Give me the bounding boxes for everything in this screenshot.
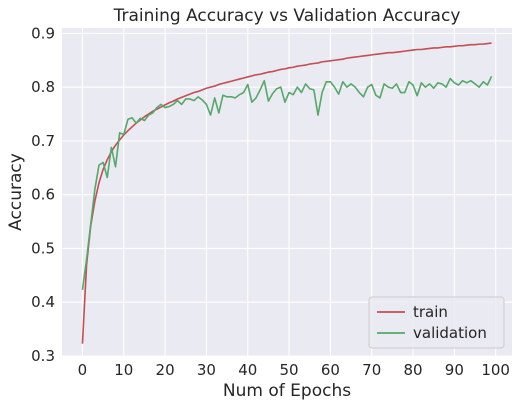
legend-label-train: train [413,303,448,321]
chart-title: Training Accuracy vs Validation Accuracy [113,6,461,26]
x-tick-label: 30 [197,361,216,379]
x-tick-label: 80 [403,361,422,379]
y-tick-labels: 0.3 0.4 0.5 0.6 0.7 0.8 0.9 [31,24,55,365]
x-tick-label: 10 [114,361,133,379]
y-axis-label: Accuracy [6,153,26,231]
x-tick-label: 40 [238,361,257,379]
y-tick-label: 0.4 [31,293,55,311]
x-axis-label: Num of Epochs [223,381,351,401]
y-tick-label: 0.6 [31,186,55,204]
legend-box [368,296,505,349]
x-tick-label: 70 [362,361,381,379]
series-line-validation [81,76,493,290]
x-tick-label: 100 [481,361,510,379]
x-tick-label: 0 [78,361,88,379]
y-tick-label: 0.9 [31,24,55,42]
y-tick-label: 0.8 [31,78,55,96]
series-line-train [81,42,492,344]
y-tick-label: 0.7 [31,132,55,150]
y-tick-label: 0.5 [31,239,55,257]
x-tick-label: 20 [156,361,175,379]
x-tick-label: 90 [445,361,464,379]
legend-label-validation: validation [413,324,487,342]
x-tick-label: 60 [321,361,340,379]
legend: train validation [368,296,505,349]
x-tick-label: 50 [280,361,299,379]
y-tick-label: 0.3 [31,347,55,365]
x-tick-labels: 0 10 20 30 40 50 60 70 80 90 100 [78,361,510,379]
series-layer [81,42,493,344]
